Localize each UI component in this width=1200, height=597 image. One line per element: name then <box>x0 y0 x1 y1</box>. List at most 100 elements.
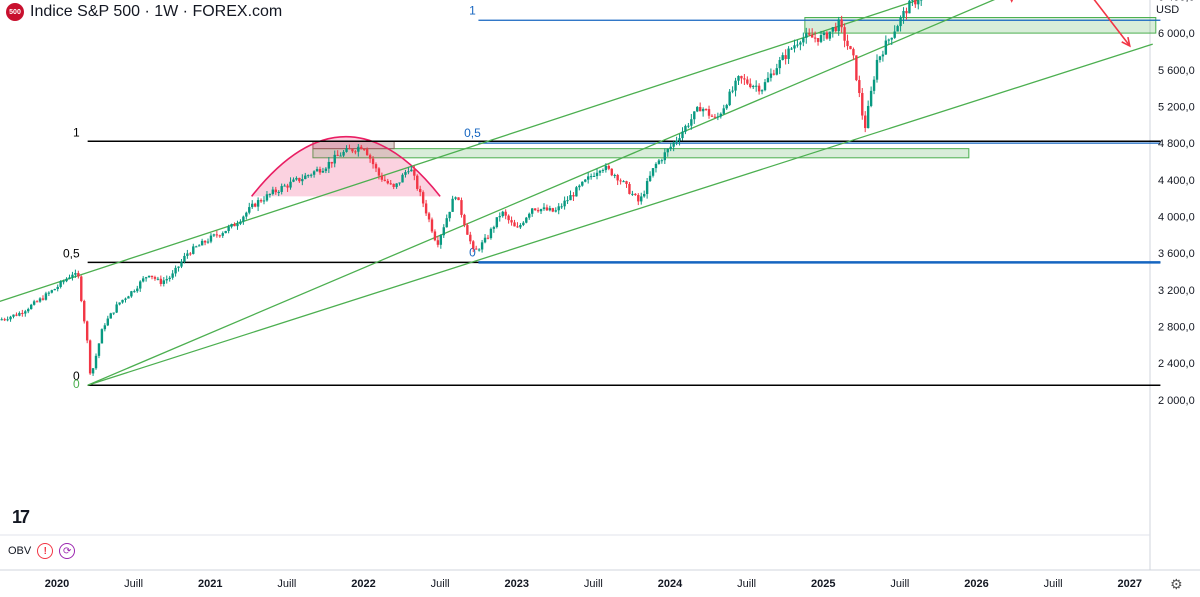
candle-body <box>100 329 104 344</box>
candle-body <box>277 191 280 193</box>
candle-body <box>292 179 295 182</box>
candle-body <box>271 189 275 194</box>
candle-body <box>719 113 723 117</box>
candle-body <box>383 179 387 181</box>
refresh-icon[interactable]: ⟳ <box>59 543 76 559</box>
candle-body <box>27 309 30 312</box>
candle-body <box>236 223 239 227</box>
time-tick-label: 2025 <box>811 578 835 590</box>
candle-body <box>29 304 33 310</box>
symbol-title[interactable]: Indice S&P 500 · 1W · FOREX.com <box>30 3 283 20</box>
price-tick-label: 4 000,0 <box>1158 212 1195 224</box>
candle-body <box>890 37 893 40</box>
currency-label[interactable]: USD <box>1156 4 1180 16</box>
candle-body <box>407 171 410 173</box>
candle-body <box>159 278 163 284</box>
time-tick-label: 2023 <box>505 578 529 590</box>
candle-body <box>215 234 219 236</box>
candle-body <box>224 230 227 234</box>
candle-body <box>38 298 42 302</box>
candle-body <box>112 312 115 314</box>
candle-body <box>631 193 634 195</box>
candle-body <box>251 203 254 208</box>
settings-gear-icon[interactable]: ⚙ <box>1170 576 1183 592</box>
candle-body <box>41 298 45 300</box>
candle-body <box>831 27 834 32</box>
candle-body <box>94 355 98 369</box>
price-tick-label: 4 400,0 <box>1158 175 1195 187</box>
candle-body <box>445 218 448 228</box>
candle-body <box>401 174 404 183</box>
candle-body <box>150 275 154 278</box>
symbol-header[interactable]: 500 Indice S&P 500 · 1W · FOREX.com <box>6 2 282 22</box>
time-axis[interactable]: 2020 Juill 2021 Juill 2022 Juill 2023 Juill 2024… <box>45 578 1142 590</box>
candle-body <box>849 46 852 50</box>
candle-body <box>766 77 770 83</box>
fib-level-label: 0 <box>469 245 476 259</box>
candle-body <box>560 206 563 208</box>
candle-body <box>195 246 198 248</box>
candle-body <box>698 107 702 112</box>
candle-body <box>684 125 687 132</box>
symbol-logo: 500 <box>6 3 24 21</box>
candle-body <box>130 291 133 297</box>
price-axis[interactable]: 7 200,06 800,06 400,06 000,05 600,05 200… <box>1158 0 1195 407</box>
candle-body <box>360 146 363 150</box>
candle-body <box>218 235 221 237</box>
price-tick-label: 3 200,0 <box>1158 285 1195 297</box>
candle-body <box>65 278 68 282</box>
candle-body <box>522 222 525 225</box>
candle-body <box>693 111 696 120</box>
candle-body <box>47 292 51 294</box>
candle-body <box>197 245 201 247</box>
warning-icon[interactable]: ! <box>37 543 54 559</box>
candle-body <box>525 217 528 223</box>
candle-body <box>754 85 758 87</box>
candle-body <box>324 168 328 171</box>
candlestick-series <box>0 0 923 376</box>
candle-body <box>404 172 407 175</box>
candle-body <box>106 318 110 326</box>
candle-body <box>651 168 655 176</box>
candle-body <box>262 200 266 202</box>
fib-level-label: 0 <box>73 369 80 383</box>
candle-body <box>410 169 413 172</box>
candle-body <box>760 90 764 92</box>
candle-body <box>619 180 622 182</box>
candle-body <box>457 197 460 201</box>
candle-body <box>365 149 369 156</box>
candle-body <box>663 152 667 161</box>
candle-body <box>666 148 669 153</box>
candle-body <box>819 35 823 42</box>
candle-body <box>24 311 27 314</box>
candle-body <box>707 109 711 116</box>
candle-body <box>757 85 761 92</box>
candle-body <box>115 304 118 313</box>
candle-body <box>825 32 829 39</box>
candle-body <box>510 220 513 223</box>
candle-body <box>616 174 619 181</box>
candle-body <box>840 19 843 28</box>
candle-body <box>489 228 493 239</box>
candle-body <box>168 277 171 280</box>
candle-body <box>97 343 101 356</box>
candle-body <box>802 37 805 43</box>
indicator-legend[interactable]: OBV ! ⟳ <box>8 543 76 559</box>
candle-body <box>312 171 316 175</box>
candle-body <box>333 154 336 164</box>
candle-body <box>35 301 39 303</box>
candle-body <box>769 73 773 78</box>
candle-body <box>474 248 478 250</box>
time-tick-label: Juill <box>124 578 143 590</box>
price-tick-label: 4 800,0 <box>1158 138 1195 150</box>
candle-body <box>398 182 401 184</box>
rounding-top-patterns <box>251 136 441 197</box>
candle-body <box>763 82 767 91</box>
candle-body <box>492 227 496 229</box>
time-tick-label: Juill <box>277 578 296 590</box>
price-tick-label: 6 400,0 <box>1158 0 1195 3</box>
candle-body <box>752 85 755 88</box>
candle-body <box>88 340 92 374</box>
candle-body <box>248 207 251 213</box>
